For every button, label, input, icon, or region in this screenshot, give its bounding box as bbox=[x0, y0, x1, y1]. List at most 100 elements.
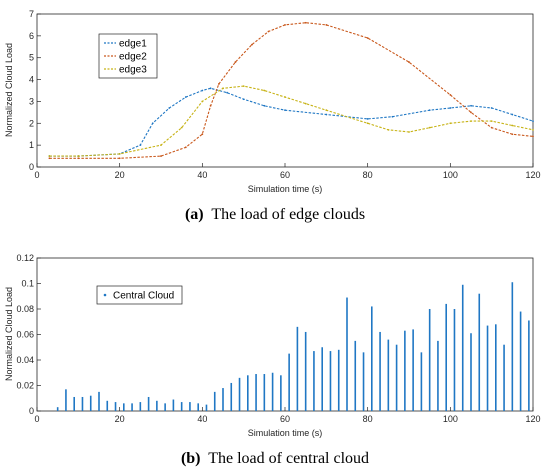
y-tick-label: 0 bbox=[29, 162, 34, 172]
bar bbox=[81, 396, 84, 411]
bar bbox=[164, 403, 166, 411]
data-point bbox=[48, 155, 51, 157]
y-tick-label: 2 bbox=[29, 118, 34, 128]
bar bbox=[56, 407, 59, 411]
legend-label-edge3: edge3 bbox=[119, 65, 147, 76]
data-point bbox=[263, 104, 266, 107]
data-point bbox=[428, 109, 431, 112]
x-tick-label: 80 bbox=[363, 170, 373, 180]
bar bbox=[106, 400, 109, 411]
data-point bbox=[226, 91, 229, 94]
bar bbox=[379, 331, 381, 411]
bar bbox=[296, 326, 299, 411]
bar bbox=[280, 375, 282, 411]
data-point bbox=[366, 37, 369, 39]
data-point bbox=[428, 126, 431, 129]
data-point bbox=[184, 96, 187, 98]
data-point bbox=[184, 146, 187, 149]
x-axis-label-a: Simulation time (s) bbox=[248, 184, 323, 194]
bar bbox=[139, 402, 142, 411]
data-point bbox=[160, 144, 162, 147]
data-point bbox=[251, 43, 253, 46]
data-point bbox=[168, 107, 171, 109]
data-point bbox=[449, 107, 452, 109]
bar bbox=[238, 377, 241, 411]
bar bbox=[197, 403, 199, 411]
data-point bbox=[118, 152, 121, 155]
bar bbox=[354, 340, 357, 411]
bar bbox=[461, 284, 464, 411]
bar bbox=[313, 351, 315, 411]
bar bbox=[156, 400, 158, 411]
y-tick-label: 0.08 bbox=[16, 304, 34, 314]
data-point bbox=[490, 126, 493, 129]
y-tick-label: 0.02 bbox=[16, 381, 34, 391]
legend-items-b: Central Cloud bbox=[103, 291, 174, 302]
y-tick-label: 0 bbox=[29, 406, 34, 416]
bar bbox=[503, 344, 505, 411]
chart-a: 0 1 2 3 4 5 6 7 0 20 40 60 80 100 120 Simulation time… bbox=[4, 9, 541, 223]
y-tick-label: 0.12 bbox=[16, 253, 34, 263]
y-tick-label: 5 bbox=[29, 53, 34, 63]
bar bbox=[205, 404, 208, 411]
bar bbox=[213, 391, 216, 411]
caption-b: (b) The load of central cloud bbox=[181, 450, 369, 467]
y-tick-label: 7 bbox=[29, 9, 34, 19]
data-point bbox=[284, 24, 286, 26]
bar bbox=[453, 309, 456, 411]
series-line-edge1 bbox=[49, 87, 534, 157]
x-tick-label: 100 bbox=[443, 170, 458, 180]
bar bbox=[147, 396, 150, 411]
bar bbox=[519, 311, 522, 411]
y-axis-label-b: Normalized Cloud Load bbox=[4, 287, 14, 381]
x-tick-label: 100 bbox=[443, 414, 458, 424]
data-point bbox=[201, 133, 204, 136]
legend-b: Central Cloud bbox=[96, 285, 183, 305]
bar bbox=[172, 399, 175, 411]
x-tick-label: 80 bbox=[363, 414, 373, 424]
bar bbox=[346, 297, 348, 411]
data-point bbox=[387, 128, 390, 131]
plot-area-b bbox=[36, 257, 534, 412]
bar bbox=[395, 344, 398, 411]
y-axis-label-a: Normalized Cloud Load bbox=[4, 43, 14, 137]
y-tick-label: 6 bbox=[29, 31, 34, 41]
data-point bbox=[391, 115, 394, 118]
x-axis-a: 0 20 40 60 80 100 120 bbox=[34, 163, 541, 180]
data-point bbox=[325, 24, 328, 26]
x-tick-label: 120 bbox=[525, 170, 540, 180]
data-point bbox=[209, 104, 212, 107]
data-point bbox=[304, 102, 307, 105]
data-point bbox=[139, 144, 142, 147]
y-tick-label: 1 bbox=[29, 140, 34, 150]
data-point bbox=[449, 93, 452, 96]
legend-label-edge2: edge2 bbox=[119, 52, 147, 63]
caption-a-text-group: (a) The load of edge clouds bbox=[185, 206, 365, 223]
bar bbox=[470, 333, 472, 411]
bar bbox=[445, 303, 447, 411]
bar bbox=[123, 403, 125, 411]
series-group-b bbox=[56, 282, 530, 411]
data-point bbox=[201, 100, 204, 103]
series-group-a bbox=[48, 21, 534, 160]
bar bbox=[89, 395, 92, 411]
bar bbox=[495, 324, 497, 411]
data-point bbox=[234, 61, 237, 63]
caption-b-title: The load of central cloud bbox=[208, 450, 369, 467]
data-point bbox=[151, 122, 154, 125]
bar bbox=[65, 389, 67, 411]
data-point bbox=[366, 122, 369, 125]
bar bbox=[428, 309, 431, 411]
bar bbox=[387, 339, 390, 411]
data-point bbox=[222, 87, 224, 90]
bar bbox=[222, 388, 224, 411]
x-axis-label-b: Simulation time (s) bbox=[248, 428, 323, 438]
y-tick-label: 3 bbox=[29, 96, 34, 106]
bar bbox=[412, 329, 414, 411]
x-tick-label: 0 bbox=[34, 170, 39, 180]
data-point bbox=[160, 155, 162, 157]
x-tick-label: 20 bbox=[115, 414, 125, 424]
data-point bbox=[267, 30, 270, 33]
data-point bbox=[209, 87, 212, 90]
chart-b: 0 0.02 0.04 0.06 0.08 0.1 0.12 0 20 40 60 80 100 120… bbox=[4, 253, 541, 467]
